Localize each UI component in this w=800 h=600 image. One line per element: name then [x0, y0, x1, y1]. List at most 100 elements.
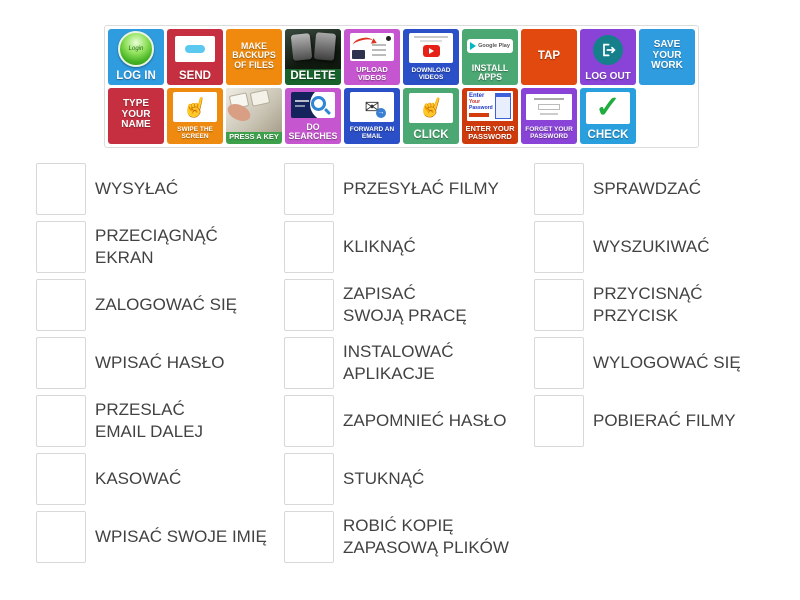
- match-drop-zone[interactable]: [284, 395, 334, 447]
- question-label: WPISAĆ HASŁO: [95, 352, 225, 372]
- forgot-password-form-icon: [521, 88, 577, 126]
- match-row: INSTALOWAĆ APLIKACJE: [284, 337, 509, 389]
- tile-log-out[interactable]: LOG OUT: [580, 29, 636, 85]
- tile-click[interactable]: ☝ CLICK: [403, 88, 459, 144]
- tile-type-your-name[interactable]: TYPE YOUR NAME: [108, 88, 164, 144]
- match-drop-zone[interactable]: [36, 279, 86, 331]
- tile-make-backups-of-files[interactable]: MAKE BACKUPS OF FILES: [226, 29, 282, 85]
- match-drop-zone[interactable]: [284, 163, 334, 215]
- match-row: STUKNĄĆ: [284, 453, 509, 505]
- tile-forward-an-email[interactable]: ✉ → FORWARD AN EMAIL: [344, 88, 400, 144]
- match-row: PRZECIĄGNĄĆ EKRAN: [36, 221, 267, 273]
- tile-label: TAP: [537, 49, 561, 62]
- match-row: WPISAĆ SWOJE IMIĘ: [36, 511, 267, 563]
- keyboard-delete-keys-icon: [285, 29, 341, 69]
- question-label: WPISAĆ SWOJE IMIĘ: [95, 526, 267, 546]
- match-drop-zone[interactable]: [36, 453, 86, 505]
- match-drop-zone[interactable]: [534, 395, 584, 447]
- google-play-icon: Google Play: [462, 29, 518, 63]
- tile-label: ENTER YOUR PASSWORD: [465, 124, 515, 142]
- match-row: KLIKNĄĆ: [284, 221, 509, 273]
- press-key-photo-icon: [226, 88, 282, 133]
- match-row: WPISAĆ HASŁO: [36, 337, 267, 389]
- youtube-download-icon: [403, 29, 459, 67]
- tile-upload-videos[interactable]: UPLOAD VIDEOS: [344, 29, 400, 85]
- tile-label: CHECK: [587, 128, 629, 141]
- tile-install-apps[interactable]: Google Play INSTALL APPS: [462, 29, 518, 85]
- match-row: KASOWAĆ: [36, 453, 267, 505]
- tile-enter-your-password[interactable]: Enter Your Password ENTER YOUR PASSWORD: [462, 88, 518, 144]
- question-label: WYSZUKIWAĆ: [593, 236, 710, 256]
- tile-label: SWIPE THE SCREEN: [177, 126, 213, 141]
- send-message-icon: [167, 29, 223, 69]
- bank-row: Login LOG IN SEND MAKE BACKUPS OF FILES DELE…: [108, 29, 695, 85]
- tile-do-searches[interactable]: DO SEARCHES: [285, 88, 341, 144]
- logout-arrow-icon: [580, 29, 636, 71]
- tile-label: LOG IN: [116, 69, 156, 82]
- login-button-icon: Login: [108, 29, 164, 69]
- tile-download-videos[interactable]: DOWNLOAD VIDEOS: [403, 29, 459, 85]
- question-label: ZAPISAĆ SWOJĄ PRACĘ: [343, 283, 467, 325]
- question-label: PRZESLAĆ EMAIL DALEJ: [95, 399, 204, 441]
- match-drop-zone[interactable]: [534, 163, 584, 215]
- question-label: ZAPOMNIEĆ HASŁO: [343, 410, 507, 430]
- match-drop-zone[interactable]: [284, 279, 334, 331]
- question-label: KLIKNĄĆ: [343, 236, 416, 256]
- search-magnifier-icon: [285, 88, 341, 122]
- tile-check[interactable]: ✓ CHECK: [580, 88, 636, 144]
- match-drop-zone[interactable]: [284, 511, 334, 563]
- tile-delete[interactable]: DELETE: [285, 29, 341, 85]
- tile-label: SEND: [179, 69, 211, 82]
- match-drop-zone[interactable]: [284, 221, 334, 273]
- match-row: PRZESYŁAĆ FILMY: [284, 163, 509, 215]
- question-label: WYSYŁAĆ: [95, 178, 179, 198]
- match-drop-zone[interactable]: [36, 337, 86, 389]
- question-label: PRZESYŁAĆ FILMY: [343, 178, 499, 198]
- question-column-3: SPRAWDZAĆ WYSZUKIWAĆ PRZYCISNĄĆ PRZYCISK WY…: [534, 163, 741, 453]
- match-drop-zone[interactable]: [36, 511, 86, 563]
- tile-tap[interactable]: TAP: [521, 29, 577, 85]
- tile-label: FORWARD AN EMAIL: [349, 126, 395, 141]
- tile-save-your-work[interactable]: SAVE YOUR WORK: [639, 29, 695, 85]
- tile-label: CLICK: [413, 128, 449, 141]
- question-label: PRZYCISNĄĆ PRZYCISK: [593, 283, 703, 325]
- word-bank: Login LOG IN SEND MAKE BACKUPS OF FILES DELE…: [104, 25, 699, 148]
- match-row: WYSZUKIWAĆ: [534, 221, 741, 273]
- upload-screenshot-icon: [344, 29, 400, 65]
- question-label: INSTALOWAĆ APLIKACJE: [343, 341, 454, 383]
- tile-label: FORGET YOUR PASSWORD: [525, 126, 573, 141]
- tile-press-a-key[interactable]: PRESS A KEY: [226, 88, 282, 144]
- match-drop-zone[interactable]: [534, 337, 584, 389]
- tile-log-in[interactable]: Login LOG IN: [108, 29, 164, 85]
- tile-forget-your-password[interactable]: FORGET YOUR PASSWORD: [521, 88, 577, 144]
- question-label: SPRAWDZAĆ: [593, 178, 701, 198]
- swipe-hand-icon: ☝: [167, 88, 223, 126]
- tile-swipe-the-screen[interactable]: ☝ SWIPE THE SCREEN: [167, 88, 223, 144]
- match-drop-zone[interactable]: [36, 163, 86, 215]
- match-drop-zone[interactable]: [284, 453, 334, 505]
- enter-password-screenshot-icon: Enter Your Password: [462, 88, 518, 124]
- question-label: WYLOGOWAĆ SIĘ: [593, 352, 741, 372]
- question-label: ZALOGOWAĆ SIĘ: [95, 294, 238, 314]
- tile-label: DELETE: [290, 69, 336, 82]
- tile-send[interactable]: SEND: [167, 29, 223, 85]
- bank-row: TYPE YOUR NAME ☝ SWIPE THE SCREEN PRESS A K…: [108, 88, 695, 144]
- question-label: ROBIĆ KOPIĘ ZAPASOWĄ PLIKÓW: [343, 515, 509, 557]
- green-check-icon: ✓: [580, 88, 636, 128]
- match-drop-zone[interactable]: [36, 221, 86, 273]
- question-label: PRZECIĄGNĄĆ EKRAN: [95, 225, 218, 267]
- tile-label: TYPE YOUR NAME: [121, 98, 151, 131]
- match-drop-zone[interactable]: [534, 221, 584, 273]
- match-drop-zone[interactable]: [534, 279, 584, 331]
- match-row: POBIERAĆ FILMY: [534, 395, 741, 447]
- match-drop-zone[interactable]: [36, 395, 86, 447]
- tile-label: LOG OUT: [585, 70, 631, 82]
- match-row: ZAPISAĆ SWOJĄ PRACĘ: [284, 279, 509, 331]
- question-label: KASOWAĆ: [95, 468, 182, 488]
- tile-label: UPLOAD VIDEOS: [356, 65, 388, 83]
- match-drop-zone[interactable]: [284, 337, 334, 389]
- tile-label: PRESS A KEY: [229, 132, 279, 142]
- tile-label: SAVE YOUR WORK: [651, 39, 683, 72]
- match-row: ZALOGOWAĆ SIĘ: [36, 279, 267, 331]
- forward-envelope-icon: ✉ →: [344, 88, 400, 126]
